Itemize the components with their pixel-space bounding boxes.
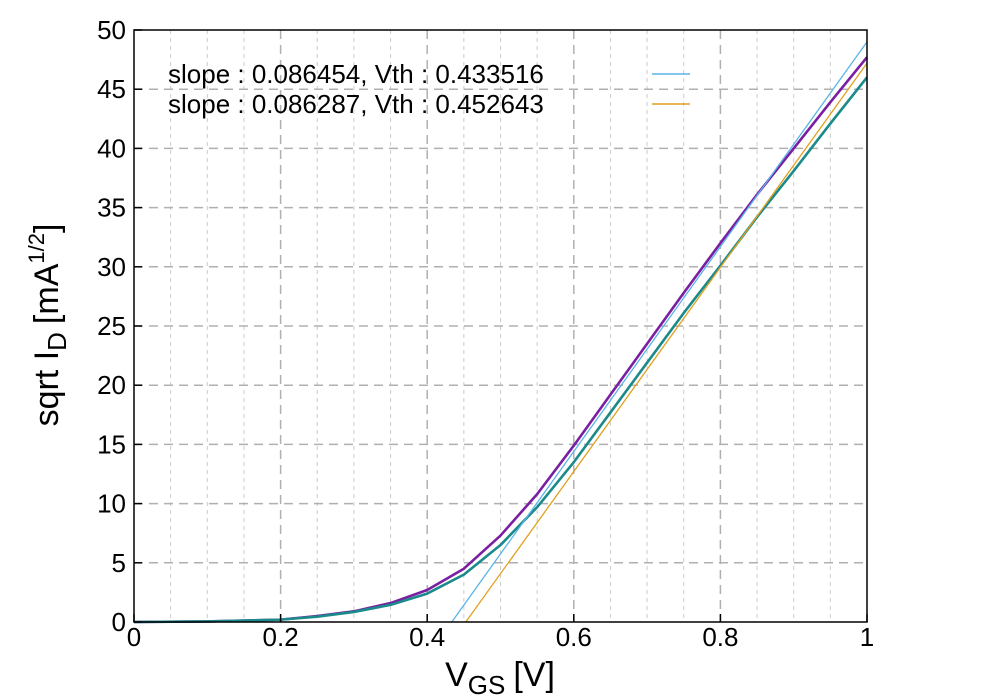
y-axis-title-subscript: D xyxy=(42,332,72,351)
y-tick-label: 50 xyxy=(97,15,126,45)
y-tick-labels: 0 5 10 15 20 25 30 35 40 45 50 xyxy=(97,15,126,637)
x-axis-title-unit: [V] xyxy=(513,656,555,694)
y-tick-label: 30 xyxy=(97,252,126,282)
fit-line-2 xyxy=(451,41,868,623)
y-axis-title-unit-suffix: ] xyxy=(28,224,66,233)
y-axis-title-unit-prefix: [mA xyxy=(28,263,66,324)
series-layer xyxy=(133,41,869,624)
y-tick-label: 20 xyxy=(97,370,126,400)
x-tick-label: 0 xyxy=(127,622,141,652)
y-tick-label: 40 xyxy=(97,133,126,163)
x-axis-title-subscript: GS xyxy=(468,670,506,700)
grid xyxy=(134,30,867,622)
y-axis-title-main: sqrt I xyxy=(28,351,66,427)
y-axis-title-unit-superscript: 1/2 xyxy=(24,233,49,264)
x-tick-labels: 0 0.2 0.4 0.6 0.8 1 xyxy=(127,622,874,652)
y-tick-label: 35 xyxy=(97,193,126,223)
y-tick-label: 5 xyxy=(112,548,126,578)
legend-label: slope : 0.086454, Vth : 0.433516 xyxy=(168,59,544,89)
y-tick-label: 15 xyxy=(97,429,126,459)
y-tick-label: 25 xyxy=(97,311,126,341)
fit-line-3 xyxy=(465,62,868,623)
x-axis-title-main: V xyxy=(445,656,468,694)
tick-marks xyxy=(133,29,868,623)
x-tick-label: 0.4 xyxy=(409,622,445,652)
x-tick-label: 0.6 xyxy=(556,622,592,652)
y-tick-label: 10 xyxy=(97,489,126,519)
legend-label: slope : 0.086287, Vth : 0.452643 xyxy=(168,89,544,119)
x-tick-label: 1 xyxy=(860,622,874,652)
x-tick-label: 0.8 xyxy=(702,622,738,652)
y-axis-title: sqrt ID [mA1/2] xyxy=(24,224,72,427)
x-tick-label: 0.2 xyxy=(263,622,299,652)
y-tick-label: 45 xyxy=(97,74,126,104)
y-tick-label: 0 xyxy=(112,607,126,637)
x-axis-title: VGS [V] xyxy=(445,656,555,700)
